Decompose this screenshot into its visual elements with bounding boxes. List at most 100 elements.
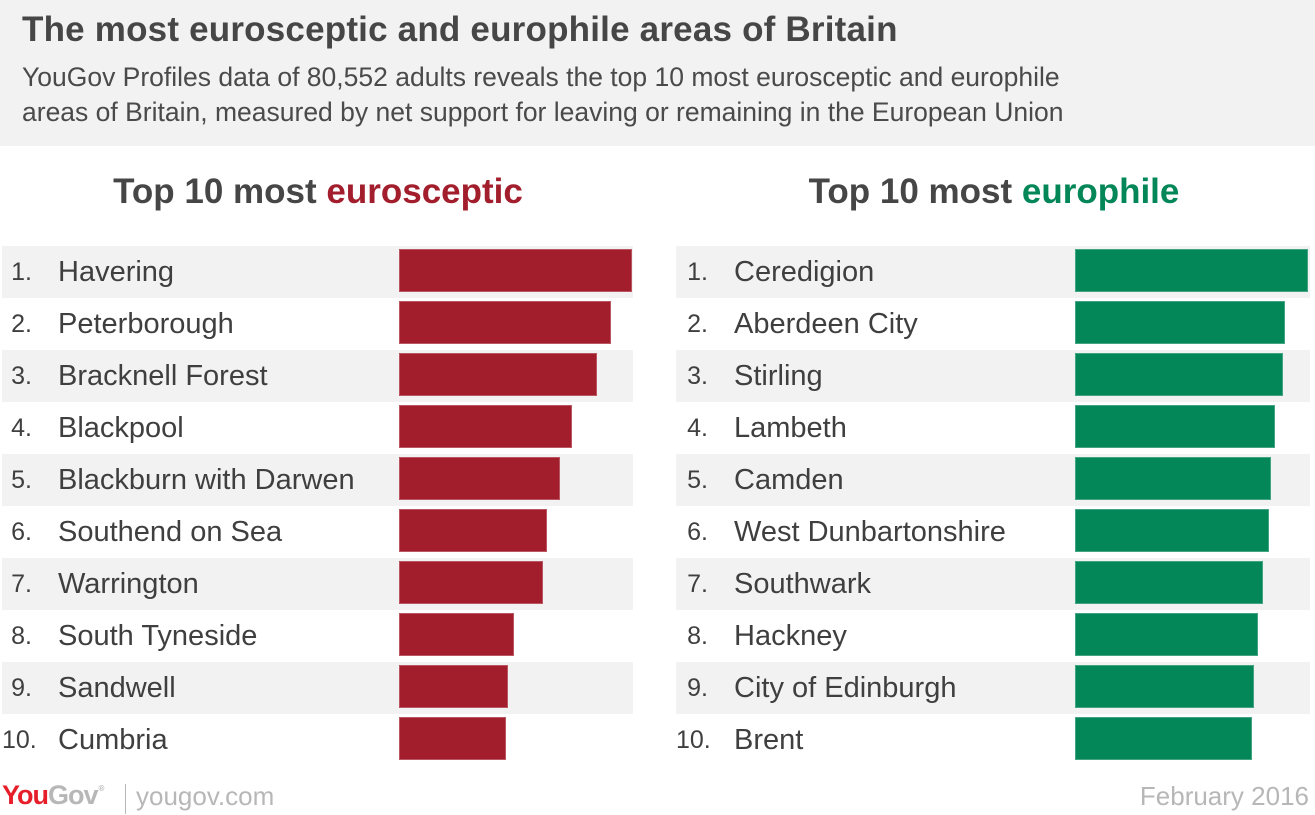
item-rank: 3. (687, 362, 708, 390)
list-item: 6. Southend on Sea (2, 506, 633, 558)
value-bar (1075, 717, 1252, 760)
value-bar (1075, 301, 1285, 344)
item-rank: 2. (687, 310, 708, 338)
item-rank: 8. (11, 622, 32, 650)
chart-subtitle: YouGov Profiles data of 80,552 adults re… (22, 60, 1063, 130)
item-name: South Tyneside (58, 620, 258, 652)
item-rank: 6. (11, 518, 32, 546)
eurosceptic-panel-title: Top 10 most eurosceptic (0, 172, 636, 212)
item-rank: 7. (687, 570, 708, 598)
value-bar (399, 301, 611, 344)
item-rank: 10. (2, 726, 37, 754)
yougov-logo: YouGov® (2, 780, 105, 811)
item-rank: 5. (11, 466, 32, 494)
value-bar (399, 717, 506, 760)
list-item: 7. Southwark (676, 558, 1310, 610)
item-name: Warrington (58, 568, 199, 600)
chart-title: The most eurosceptic and europhile areas… (22, 10, 898, 49)
item-name: Havering (58, 256, 175, 288)
item-rank: 3. (11, 362, 32, 390)
list-item: 3. Bracknell Forest (2, 350, 633, 402)
value-bar (399, 353, 597, 396)
value-bar (399, 457, 560, 500)
item-name: Cumbria (58, 724, 168, 756)
list-item: 5. Blackburn with Darwen (2, 454, 633, 506)
value-bar (1075, 561, 1263, 604)
item-name: Aberdeen City (734, 308, 918, 340)
item-rank: 4. (687, 414, 708, 442)
item-name: Brent (734, 724, 804, 756)
item-rank: 9. (11, 674, 32, 702)
subtitle-line-1: YouGov Profiles data of 80,552 adults re… (22, 62, 1060, 92)
panel-title-prefix: Top 10 most (808, 172, 1022, 211)
panel-title-highlight: europhile (1021, 172, 1180, 211)
item-name: Stirling (734, 360, 823, 392)
item-rank: 1. (687, 258, 708, 286)
value-bar (399, 509, 547, 552)
panel-title-highlight: eurosceptic (326, 172, 523, 211)
value-bar (1075, 665, 1254, 708)
logo-gov: Gov (48, 780, 99, 810)
list-item: 4. Lambeth (676, 402, 1310, 454)
logo-you: You (2, 780, 49, 810)
item-name: City of Edinburgh (734, 672, 957, 704)
list-item: 5. Camden (676, 454, 1310, 506)
item-rank: 9. (687, 674, 708, 702)
item-rank: 10. (676, 726, 711, 754)
list-item: 8. Hackney (676, 610, 1310, 662)
panel-title-prefix: Top 10 most (113, 172, 327, 211)
list-item: 4. Blackpool (2, 402, 633, 454)
value-bar (399, 561, 543, 604)
value-bar (399, 405, 572, 448)
value-bar (399, 665, 508, 708)
item-name: Lambeth (734, 412, 847, 444)
item-name: Hackney (734, 620, 847, 652)
footer-url: yougov.com (136, 781, 275, 811)
item-name: Ceredigion (734, 256, 875, 288)
item-name: Peterborough (58, 308, 234, 340)
europhile-panel-title: Top 10 most europhile (676, 172, 1312, 212)
item-rank: 5. (687, 466, 708, 494)
list-item: 1. Ceredigion (676, 246, 1310, 298)
list-item: 1. Havering (2, 246, 633, 298)
item-rank: 6. (687, 518, 708, 546)
item-rank: 2. (11, 310, 32, 338)
list-item: 10. Cumbria (2, 714, 633, 766)
list-item: 2. Peterborough (2, 298, 633, 350)
eurosceptic-list: 1. Havering 2. Peterborough 3. Bracknell Fore… (2, 246, 633, 766)
list-item: 9. City of Edinburgh (676, 662, 1310, 714)
value-bar (1075, 353, 1283, 396)
value-bar (1075, 509, 1269, 552)
registered-mark-icon: ® (98, 784, 105, 793)
value-bar (399, 249, 632, 292)
value-bar (399, 613, 514, 656)
europhile-list: 1. Ceredigion 2. Aberdeen City 3. Stirling 4. L… (676, 246, 1310, 766)
value-bar (1075, 457, 1271, 500)
list-item: 8. South Tyneside (2, 610, 633, 662)
list-item: 3. Stirling (676, 350, 1310, 402)
footer-date: February 2016 (1139, 781, 1309, 811)
item-name: West Dunbartonshire (734, 516, 1006, 548)
item-name: Camden (734, 464, 844, 496)
item-rank: 8. (687, 622, 708, 650)
value-bar (1075, 249, 1308, 292)
value-bar (1075, 405, 1275, 448)
list-item: 9. Sandwell (2, 662, 633, 714)
value-bar (1075, 613, 1258, 656)
item-name: Southend on Sea (58, 516, 283, 548)
item-rank: 7. (11, 570, 32, 598)
item-rank: 4. (11, 414, 32, 442)
list-item: 10. Brent (676, 714, 1310, 766)
item-name: Southwark (734, 568, 872, 600)
list-item: 6. West Dunbartonshire (676, 506, 1310, 558)
item-name: Bracknell Forest (58, 360, 268, 392)
item-name: Blackburn with Darwen (58, 464, 355, 496)
subtitle-line-2: areas of Britain, measured by net suppor… (22, 97, 1064, 127)
list-item: 7. Warrington (2, 558, 633, 610)
list-item: 2. Aberdeen City (676, 298, 1310, 350)
item-name: Sandwell (58, 672, 176, 704)
item-rank: 1. (11, 258, 32, 286)
header-band: The most eurosceptic and europhile areas… (0, 0, 1315, 146)
footer-divider (125, 784, 126, 814)
item-name: Blackpool (58, 412, 184, 444)
